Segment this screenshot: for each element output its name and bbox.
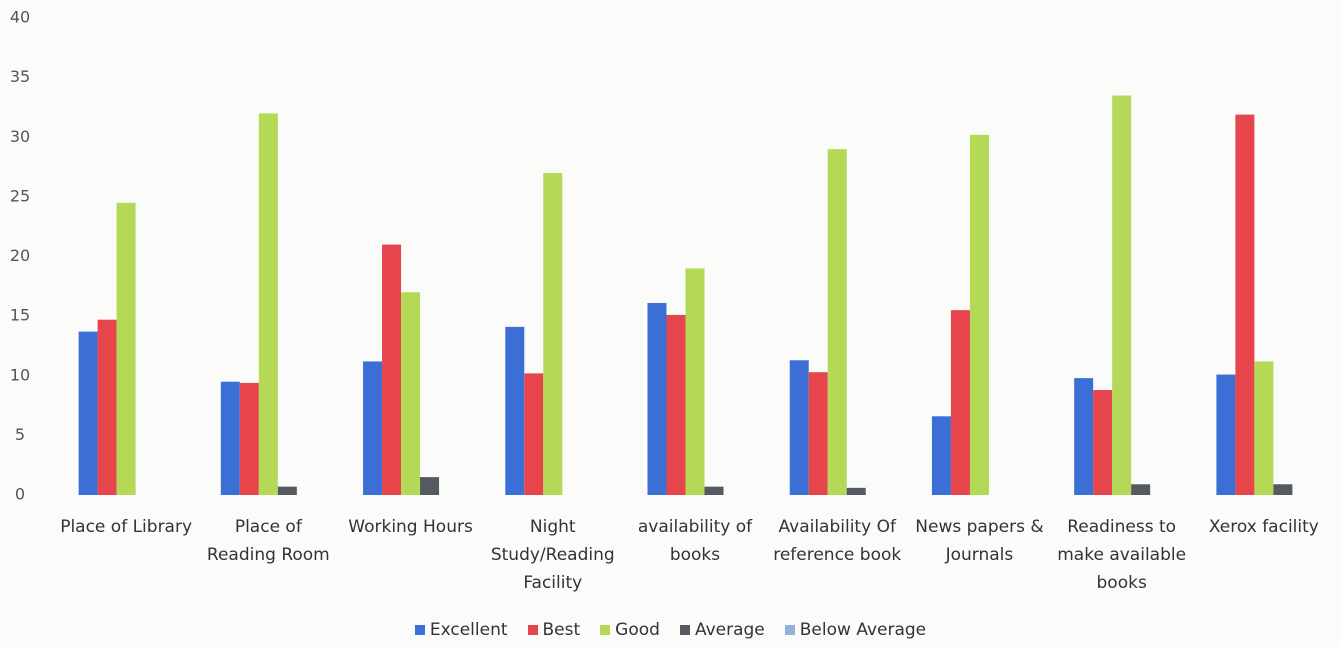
x-tick-label: Night Study/Reading Facility (490, 517, 615, 593)
legend-swatch (600, 625, 611, 635)
legend-item: Good (600, 620, 660, 640)
bar (116, 202, 136, 495)
bar (420, 477, 440, 495)
bar (808, 372, 828, 495)
x-tick-label: Readiness to make available books (1057, 517, 1187, 593)
legend-item: Best (527, 620, 581, 640)
bar (647, 303, 667, 495)
bar (505, 326, 525, 495)
bar (685, 268, 705, 495)
legend-item: Average (679, 620, 765, 640)
bar (931, 416, 951, 495)
bar (258, 113, 278, 496)
bar (950, 310, 970, 495)
bar (543, 173, 563, 495)
legend-label: Best (542, 620, 581, 640)
legend-label: Average (694, 620, 765, 640)
y-tick-label: 0 (15, 485, 25, 504)
x-tick-label: availability of books (637, 517, 753, 565)
legend-swatch (784, 625, 795, 635)
y-tick-label: 40 (10, 8, 30, 27)
y-tick-label: 30 (10, 127, 30, 146)
bar (827, 149, 847, 496)
legend: Excellent Best Good Average Below Average (0, 620, 1341, 640)
bar (220, 381, 240, 495)
legend-swatch (414, 625, 425, 635)
x-tick-label: Xerox facility (1208, 517, 1319, 537)
legend-item: Excellent (414, 620, 508, 640)
bar (1112, 95, 1132, 495)
legend-label: Good (615, 620, 660, 640)
bar (1254, 361, 1274, 495)
x-tick-label: Working Hours (348, 517, 473, 537)
x-tick-label: Place of Reading Room (206, 517, 330, 565)
bar (1273, 484, 1293, 495)
y-tick-label: 35 (10, 67, 30, 86)
bar (789, 360, 809, 495)
y-tick-label: 5 (15, 425, 25, 444)
legend-swatch (527, 625, 538, 635)
legend-swatch (679, 625, 690, 635)
bar (1074, 378, 1094, 495)
bar (382, 244, 402, 495)
bar (1131, 484, 1151, 495)
bar (524, 373, 544, 495)
bar (666, 314, 686, 495)
bar (1093, 390, 1113, 495)
y-tick-label: 15 (10, 306, 30, 325)
x-tick-label: Place of Library (60, 517, 193, 537)
bar (277, 486, 297, 495)
bar (704, 486, 724, 495)
legend-label: Excellent (429, 620, 508, 640)
legend-label: Below Average (799, 620, 927, 640)
bar (97, 319, 117, 495)
bar (1235, 114, 1255, 495)
bar (363, 361, 383, 495)
legend-item: Below Average (784, 620, 927, 640)
bar (239, 382, 259, 495)
bar (846, 487, 866, 495)
bar (401, 292, 421, 495)
y-tick-label: 25 (10, 186, 30, 205)
y-tick-label: 20 (10, 246, 30, 265)
bar (78, 331, 98, 495)
bar (1216, 374, 1236, 495)
x-tick-label: News papers & Journals (915, 517, 1044, 565)
y-tick-label: 10 (10, 365, 30, 384)
x-tick-label: Availability Of reference book (773, 517, 902, 565)
bar (969, 134, 989, 496)
